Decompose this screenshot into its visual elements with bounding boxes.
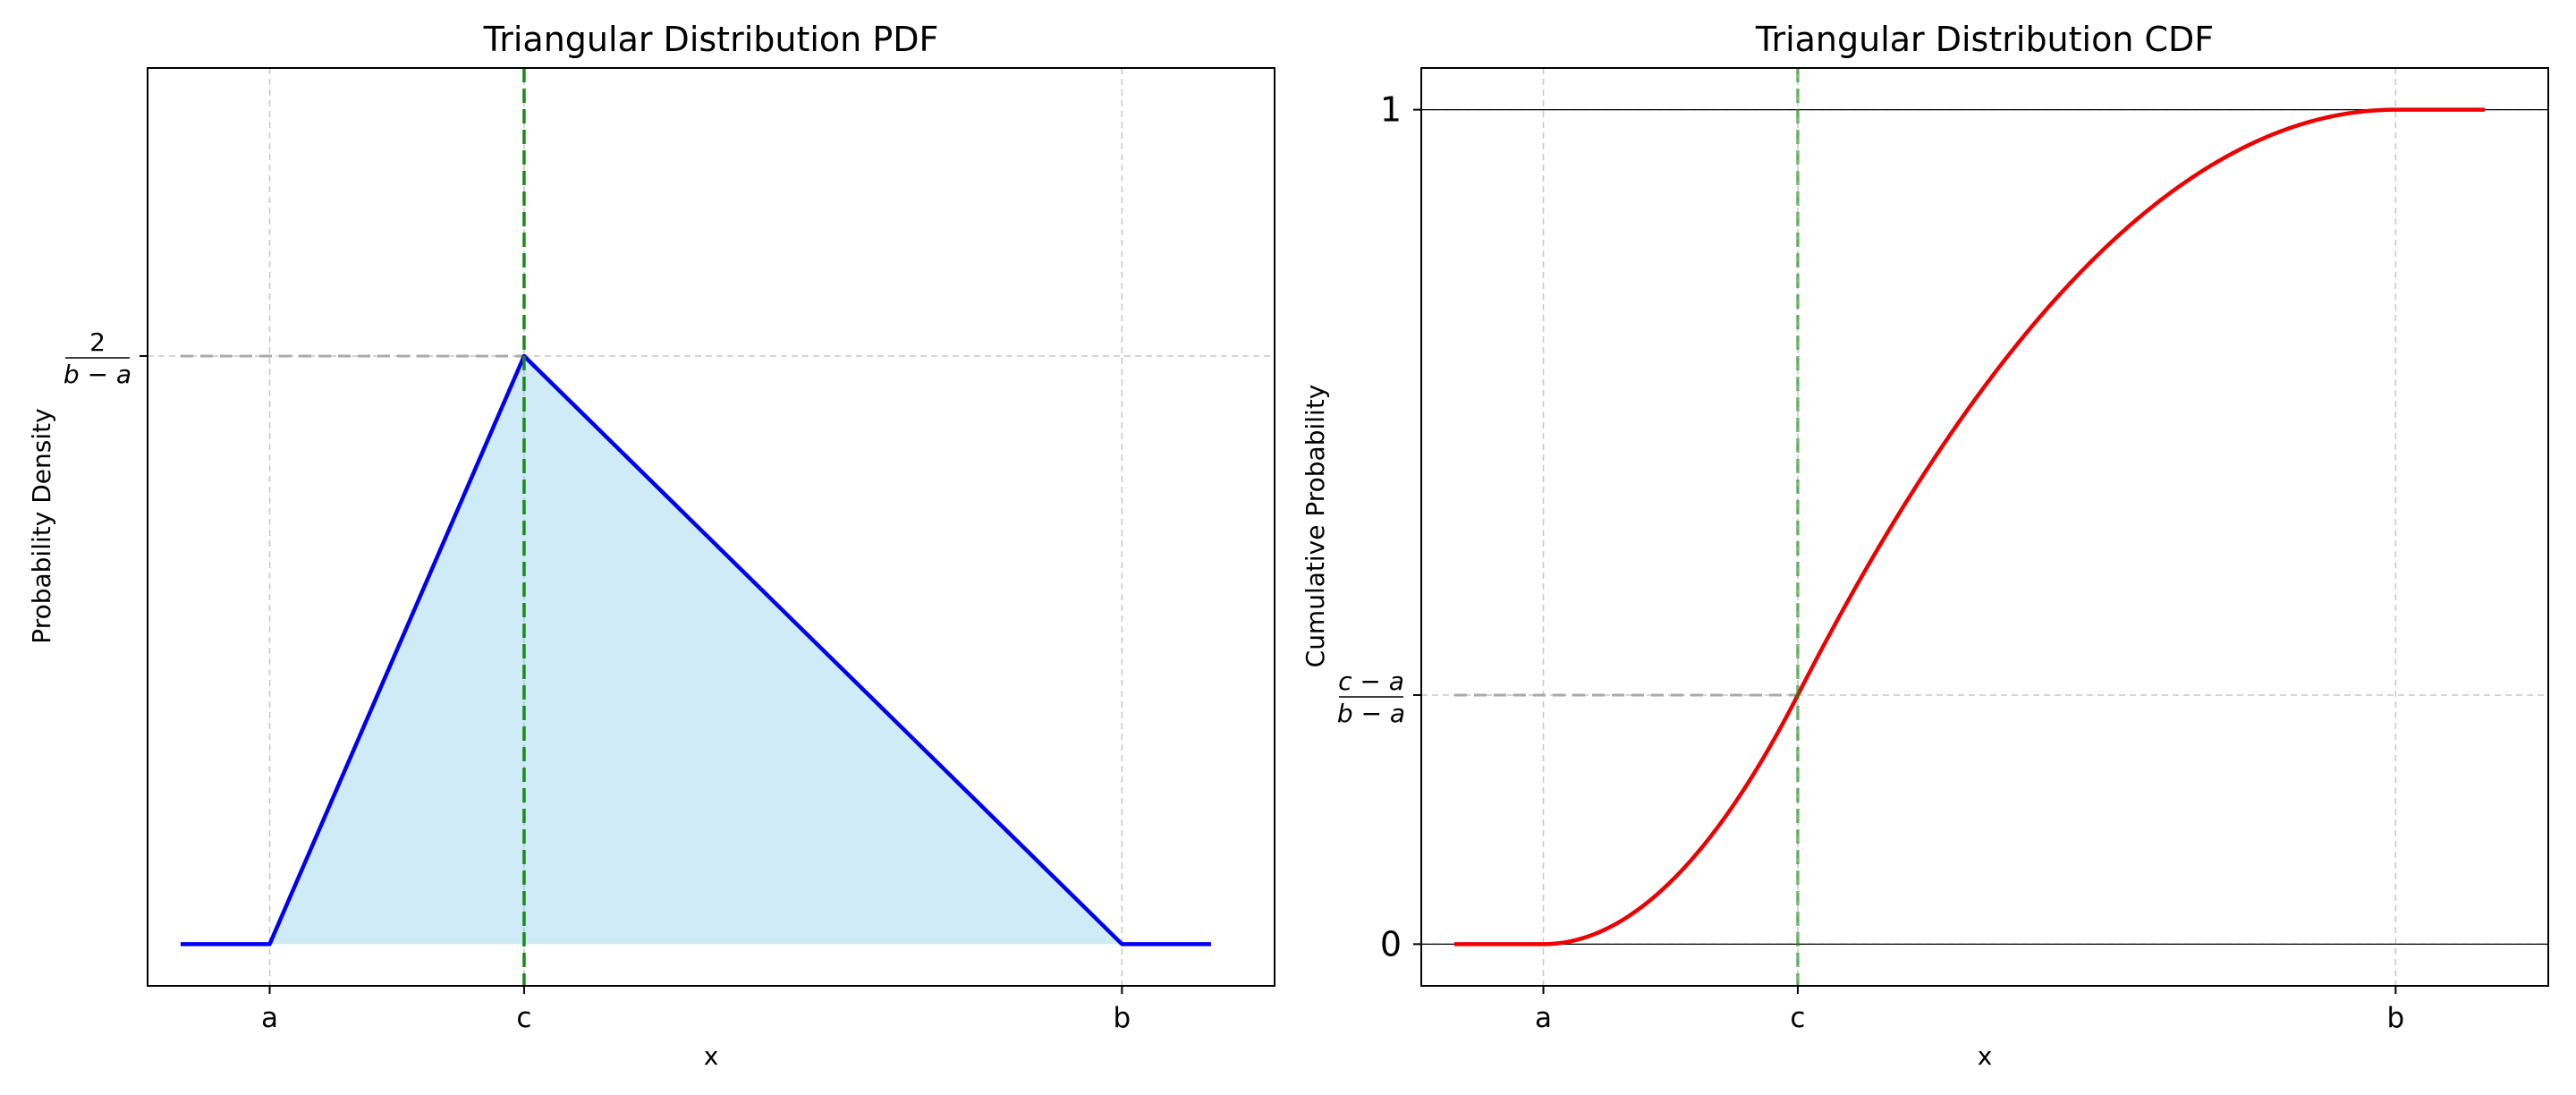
pdf-xtick-label-c: c (516, 1002, 531, 1034)
cdf-curve (1453, 107, 2485, 946)
pdf-area-fill (269, 355, 1123, 945)
cdf-xtick-label-b: b (2387, 1002, 2405, 1034)
pdf-ytick-frac-num: 2 (89, 327, 106, 357)
cdf-xtick-label-a: a (1535, 1002, 1552, 1034)
cdf-xtick-label-c: c (1790, 1002, 1805, 1034)
pdf-panel: Triangular Distribution PDF Probability … (27, 20, 1275, 1071)
pdf-ytick-frac-den: b − a (64, 360, 131, 389)
cdf-axes-frame (1420, 67, 2549, 987)
pdf-axes-frame (147, 67, 1275, 987)
cdf-ylabel: Cumulative Probability (1301, 385, 1330, 668)
pdf-xtick-label-b: b (1114, 1002, 1131, 1034)
cdf-ytick-frac-den: b − a (1337, 699, 1405, 728)
pdf-ylabel: Probability Density (27, 408, 56, 643)
pdf-title: Triangular Distribution PDF (483, 20, 939, 59)
cdf-ytick-label-2: 1 (1380, 90, 1402, 130)
cdf-ytick-frac-num: c − a (1338, 666, 1404, 696)
pdf-curve (180, 353, 1211, 946)
cdf-ytick-label-0: 0 (1380, 924, 1402, 963)
pdf-xtick-label-a: a (261, 1002, 278, 1034)
pdf-xlabel: x (704, 1041, 719, 1071)
cdf-title: Triangular Distribution CDF (1755, 20, 2214, 59)
cdf-panel: Triangular Distribution CDF Cumulative P… (1301, 20, 2549, 1071)
cdf-xlabel: x (1978, 1041, 1993, 1071)
